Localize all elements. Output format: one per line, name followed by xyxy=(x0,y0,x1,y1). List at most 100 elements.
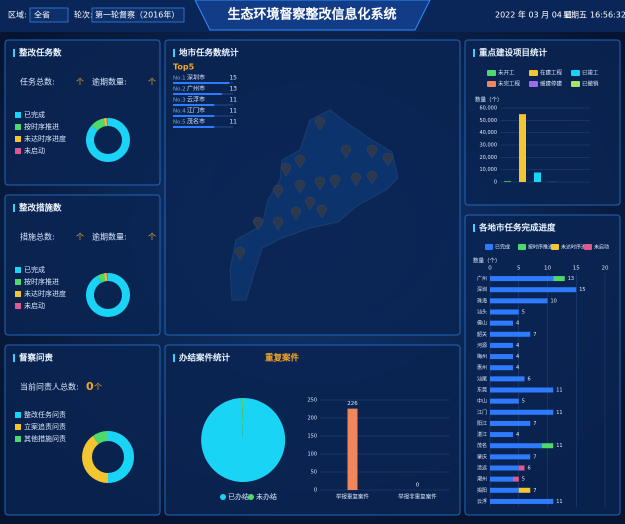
bar-segment xyxy=(490,365,513,370)
legend-swatch xyxy=(15,424,21,430)
title-icon xyxy=(173,354,175,362)
page-title: 生态环境督察整改信息化系统 xyxy=(227,7,396,23)
value-label: 4 xyxy=(516,365,519,371)
legend-swatch xyxy=(584,244,592,250)
legend-swatch xyxy=(529,70,538,76)
legend-label: 立案追责问责 xyxy=(24,422,66,431)
bar-segment xyxy=(513,477,519,482)
legend-swatch xyxy=(15,291,21,297)
bar-segment xyxy=(490,454,530,459)
legend-label: 未完工程 xyxy=(498,80,521,88)
legend-label: 已完成 xyxy=(495,244,510,251)
value-label: 4 xyxy=(516,321,519,327)
panel-title: 整改任务数 xyxy=(19,48,62,59)
legend-label: 按时序推进 xyxy=(528,244,553,251)
value-label: 0 xyxy=(416,483,420,489)
legend-label: 已办结 xyxy=(228,492,249,501)
legend-swatch xyxy=(571,81,580,87)
rank-value: 11 xyxy=(229,97,237,104)
y-tick-label: 珠海 xyxy=(477,297,487,304)
y-tick-label: 汕尾 xyxy=(477,375,487,382)
rank-city: 深圳市 xyxy=(187,74,205,82)
bar-segment xyxy=(553,276,565,281)
stat-unit: 个 xyxy=(148,78,156,87)
y-tick-label: 潮州 xyxy=(477,476,487,483)
round[interactable]: 第一轮督察（2016年） xyxy=(95,10,179,20)
bar-segment xyxy=(490,376,525,381)
value-label: 6 xyxy=(528,466,531,472)
value-label: 5 xyxy=(522,310,525,316)
legend-label: 按时序推进 xyxy=(24,122,59,131)
rank-city: 茂名市 xyxy=(187,118,205,126)
legend-swatch xyxy=(248,494,254,500)
region[interactable]: 全省 xyxy=(34,10,50,20)
y-tick-label: 100 xyxy=(307,452,317,458)
panel-title: 整改措施数 xyxy=(19,203,62,214)
value-label: 10 xyxy=(551,298,557,304)
legend-swatch xyxy=(220,494,226,500)
stat-label: 逾期数量: xyxy=(92,77,127,87)
legend-swatch xyxy=(15,124,21,130)
rank-no: No.1 xyxy=(173,76,186,82)
legend-label: 未启动 xyxy=(24,146,45,155)
y-tick-label: 中山 xyxy=(477,398,487,405)
value-label: 5 xyxy=(522,399,525,405)
bar-segment xyxy=(519,466,525,471)
bar-segment xyxy=(490,432,513,437)
rank-no: No.3 xyxy=(173,98,186,104)
x-tick-label: 10 xyxy=(544,266,551,272)
y-tick-label: 佛山 xyxy=(477,320,487,327)
stat-label: 当前问责人总数: xyxy=(20,382,79,392)
value-label: 7 xyxy=(533,421,536,427)
rank-city: 江门市 xyxy=(187,107,205,115)
bar-segment xyxy=(519,488,531,493)
bar-segment xyxy=(490,298,548,303)
y-tick-label: 30,000 xyxy=(480,143,498,149)
y-tick-label: 茂名 xyxy=(477,442,487,449)
y-tick-label: 东莞 xyxy=(477,387,487,394)
bar-segment xyxy=(490,332,530,337)
rank-bar xyxy=(173,126,214,128)
x-tick-label: 20 xyxy=(602,266,609,272)
bar-segment xyxy=(490,499,553,504)
rank-no: No.5 xyxy=(173,120,186,126)
legend-label: 整改任务问责 xyxy=(24,410,66,419)
rank-value: 13 xyxy=(229,86,237,93)
y-tick-label: 50 xyxy=(311,470,317,476)
legend-label: 未办结 xyxy=(256,492,277,501)
title-icon xyxy=(13,354,15,362)
stat-label: 任务总数: xyxy=(20,77,55,87)
legend-swatch xyxy=(15,267,21,273)
y-tick-label: 40,000 xyxy=(480,130,498,136)
legend-swatch xyxy=(15,303,21,309)
bar xyxy=(348,409,358,490)
legend-label: 其他措施问责 xyxy=(24,434,66,443)
bar-segment xyxy=(490,477,513,482)
stat-value: 0 xyxy=(86,380,94,393)
rank-bar xyxy=(173,104,214,106)
bar-segment xyxy=(490,421,530,426)
legend-swatch xyxy=(485,244,493,250)
y-tick-label: 阳江 xyxy=(477,420,487,427)
value-label: 13 xyxy=(568,276,574,282)
bar xyxy=(519,114,526,182)
bar xyxy=(504,181,511,182)
round-label: 轮次: xyxy=(74,10,93,20)
value-label: 4 xyxy=(516,432,519,438)
donut-segment xyxy=(201,398,285,482)
rank-value: 11 xyxy=(229,108,237,115)
bar-segment xyxy=(490,276,553,281)
value-label: 15 xyxy=(579,287,585,293)
panel-title: 督察问责 xyxy=(19,353,54,364)
value-label: 4 xyxy=(516,354,519,360)
legend-label: 在建工程 xyxy=(540,69,563,77)
value-label: 11 xyxy=(556,499,562,505)
panel-title: 地市任务数统计 xyxy=(179,48,239,59)
y-tick-label: 0 xyxy=(494,180,497,186)
legend-swatch xyxy=(487,70,496,76)
y-tick-label: 云浮 xyxy=(477,498,487,505)
title-icon xyxy=(473,49,475,57)
stat-unit: 个 xyxy=(94,383,102,392)
title-icon xyxy=(173,49,175,57)
legend-swatch xyxy=(15,112,21,118)
